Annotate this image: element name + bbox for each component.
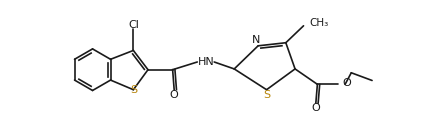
Text: O: O	[311, 103, 320, 113]
Text: Cl: Cl	[128, 20, 139, 30]
Text: CH₃: CH₃	[310, 18, 329, 28]
Text: S: S	[130, 85, 137, 95]
Text: HN: HN	[198, 57, 215, 67]
Text: S: S	[263, 90, 270, 100]
Text: O: O	[342, 78, 351, 88]
Text: O: O	[170, 90, 179, 100]
Text: N: N	[252, 35, 261, 45]
